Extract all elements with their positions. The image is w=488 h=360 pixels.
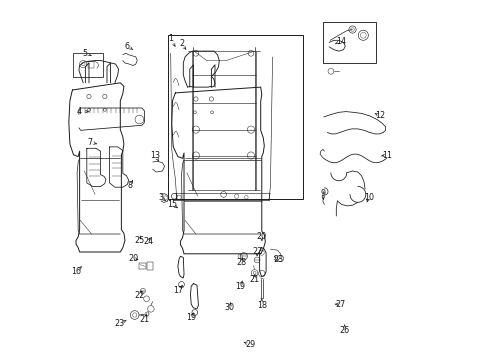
Text: 1: 1 — [168, 34, 173, 43]
Text: 2: 2 — [179, 40, 183, 49]
Text: 23: 23 — [273, 256, 283, 264]
Text: 15: 15 — [166, 200, 177, 209]
Bar — [146, 262, 153, 270]
Text: 29: 29 — [245, 341, 256, 349]
Text: 20: 20 — [256, 233, 266, 242]
Text: 19: 19 — [186, 313, 196, 322]
Text: 22: 22 — [134, 291, 144, 300]
Text: 13: 13 — [150, 151, 160, 160]
Text: 28: 28 — [236, 258, 246, 266]
Text: 4: 4 — [77, 107, 82, 116]
Bar — [88, 61, 94, 68]
Text: 14: 14 — [335, 37, 346, 46]
Text: 25: 25 — [134, 236, 144, 245]
Text: 7: 7 — [88, 138, 93, 147]
Bar — [73, 53, 103, 77]
Text: 6: 6 — [125, 41, 130, 50]
Text: 8: 8 — [128, 181, 133, 190]
Text: 26: 26 — [339, 326, 349, 335]
Text: 17: 17 — [172, 287, 183, 295]
Text: 16: 16 — [71, 267, 81, 276]
Bar — [168, 35, 303, 199]
Text: 22: 22 — [251, 247, 262, 256]
Text: 21: 21 — [139, 315, 149, 324]
Text: 19: 19 — [235, 282, 245, 291]
Text: 30: 30 — [224, 303, 234, 312]
Text: 18: 18 — [256, 301, 266, 310]
Text: 21: 21 — [249, 274, 259, 284]
Text: 24: 24 — [142, 238, 153, 247]
Text: 11: 11 — [381, 151, 391, 160]
Text: 3: 3 — [158, 193, 163, 202]
Text: 10: 10 — [363, 193, 373, 202]
Text: 27: 27 — [335, 300, 346, 309]
Text: 5: 5 — [82, 49, 88, 58]
Text: 12: 12 — [375, 112, 385, 120]
Bar — [139, 263, 145, 269]
Text: 9: 9 — [320, 189, 325, 198]
Bar — [322, 22, 375, 63]
Text: 20: 20 — [128, 254, 139, 263]
Text: 23: 23 — [114, 319, 124, 328]
